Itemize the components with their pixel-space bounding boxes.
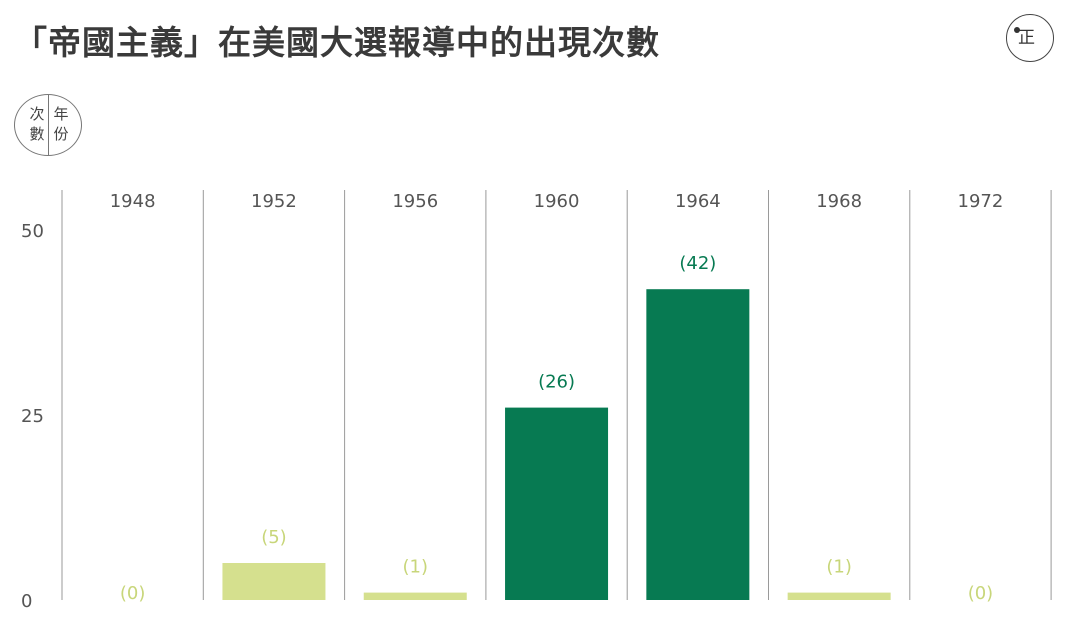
axis-key-divider	[48, 95, 49, 155]
data-label: (1)	[826, 557, 852, 578]
data-label: (5)	[261, 527, 287, 548]
axis-key-year-label: 年份	[53, 105, 69, 143]
publisher-logo: 正	[1006, 14, 1054, 62]
axis-key-badge: 次數 年份	[14, 94, 82, 156]
y-tick-label: 50	[21, 221, 44, 242]
bar	[222, 563, 326, 600]
y-tick-label: 25	[21, 406, 44, 427]
x-tick-label: 1960	[534, 191, 580, 212]
chart-title: 「帝國主義」在美國大選報導中的出現次數	[14, 23, 660, 62]
y-axis-ticks: 0 25 50	[21, 221, 44, 612]
data-label: (0)	[968, 583, 994, 604]
x-tick-label: 1972	[958, 191, 1004, 212]
bar	[505, 407, 609, 600]
bar	[363, 592, 467, 600]
x-tick-label: 1952	[251, 191, 297, 212]
axis-key-count-label: 次數	[29, 105, 45, 143]
y-tick-label: 0	[21, 591, 32, 612]
data-label: (1)	[403, 557, 429, 578]
x-tick-label: 1968	[816, 191, 862, 212]
gridlines	[61, 190, 1052, 600]
x-tick-label: 1956	[392, 191, 438, 212]
data-label: (0)	[120, 583, 146, 604]
x-tick-label: 1948	[110, 191, 156, 212]
x-tick-label: 1964	[675, 191, 721, 212]
bars	[222, 289, 891, 600]
logo-glyph: 正	[1018, 28, 1035, 48]
bar	[646, 289, 750, 600]
data-labels: (0) (5) (1) (26) (42) (1) (0)	[120, 253, 993, 604]
x-axis-labels: 1948 1952 1956 1960 1964 1968 1972	[110, 191, 1004, 212]
bar	[787, 592, 891, 600]
data-label: (26)	[538, 372, 575, 393]
data-label: (42)	[679, 253, 716, 274]
logo-dot	[1014, 27, 1020, 33]
